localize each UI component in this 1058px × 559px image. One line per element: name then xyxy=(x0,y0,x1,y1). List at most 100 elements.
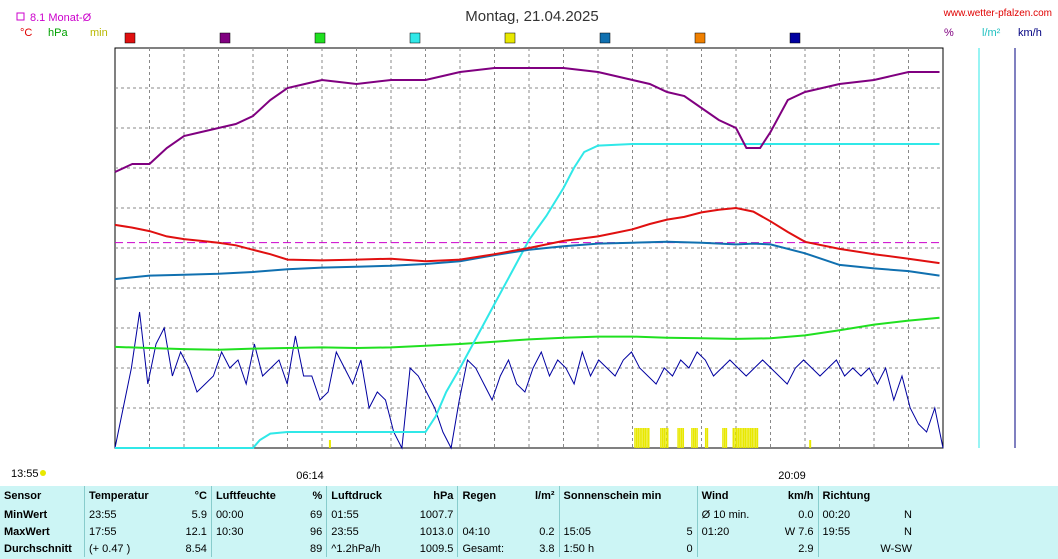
stats-header-temp: Temperatur xyxy=(83,486,173,506)
sunshine-bar xyxy=(751,428,754,448)
sunshine-bar xyxy=(746,428,748,448)
avg-legend-box xyxy=(16,12,25,21)
sunshine-bar xyxy=(732,428,735,448)
legend-swatch xyxy=(219,32,231,44)
unit-press: hPa xyxy=(48,27,68,39)
stats-row-max: MaxWert 17:55 12.1 10:30 96 23:55 1013.0… xyxy=(0,523,916,540)
sunshine-bar xyxy=(648,428,650,448)
stats-cell xyxy=(523,506,559,523)
stats-cell: ^1.2hPa/h xyxy=(326,540,404,557)
stats-header-wind-unit: km/h xyxy=(787,490,814,502)
right-axes xyxy=(978,48,1016,448)
stats-header-rain-unit: l/m² xyxy=(534,490,555,502)
stats-cell: 00:20 xyxy=(817,506,865,523)
sunset-marker xyxy=(809,440,812,448)
stats-cell: 00:00 xyxy=(210,506,300,523)
stats-cell: 69 xyxy=(310,508,323,521)
sunshine-bar xyxy=(682,428,685,448)
sunshine-bar xyxy=(739,428,741,448)
stats-cell: 2.9 xyxy=(798,542,814,555)
stats-cell: 96 xyxy=(310,525,323,538)
stats-cell: 1007.7 xyxy=(419,508,454,521)
sunshine-bar xyxy=(646,428,648,448)
sunshine-bar xyxy=(744,428,747,448)
site-link[interactable]: www.wetter-pfalzen.com xyxy=(943,8,1052,19)
stats-cell xyxy=(696,540,770,557)
stats-cell: 12.1 xyxy=(185,525,207,538)
stats-header-sensor: Sensor xyxy=(4,490,42,502)
stats-cell: W-SW xyxy=(880,542,912,555)
stats-cell: 19:55 xyxy=(817,523,865,540)
legend-swatch xyxy=(694,32,706,44)
stats-cell: 23:55 xyxy=(83,506,173,523)
stats-row-avg: Durchschnitt (+ 0.47 ) 8.54 89 ^1.2hPa/h… xyxy=(0,540,916,557)
stats-cell: 0 xyxy=(686,542,693,555)
stats-cell: 8.54 xyxy=(185,542,207,555)
sunshine-bar xyxy=(706,428,709,448)
stats-header-press-unit: hPa xyxy=(433,490,454,502)
legend-swatch xyxy=(789,32,801,44)
stats-cell: 0.0 xyxy=(798,508,814,521)
sunshine-bar xyxy=(637,428,640,448)
chart-title: Montag, 21.04.2025 xyxy=(465,8,598,25)
sunrise-label: 06:14 xyxy=(296,470,324,482)
sunshine-bar xyxy=(694,428,697,448)
stats-cell xyxy=(457,506,523,523)
legend-swatch xyxy=(314,32,326,44)
sunshine-bar xyxy=(722,428,724,448)
stats-cell xyxy=(817,540,865,557)
stats-cell xyxy=(558,506,660,523)
sunshine-bar xyxy=(754,428,757,448)
stats-header-temp-unit: °C xyxy=(194,490,207,502)
sunshine-bar xyxy=(660,428,662,448)
weather-chart: Montag, 21.04.2025 www.wetter-pfalzen.co… xyxy=(11,8,1052,482)
unit-temp: °C xyxy=(20,27,32,39)
stats-header-hum-unit: % xyxy=(312,490,323,502)
stats-cell: 1009.5 xyxy=(419,542,454,555)
series-line-luftdruck xyxy=(114,316,940,351)
unit-min: min xyxy=(90,27,108,39)
sunshine-bar xyxy=(749,428,752,448)
stats-header-wind: Wind xyxy=(696,486,770,506)
sunshine-bar xyxy=(680,428,683,448)
sunshine-bar xyxy=(691,428,693,448)
stats-cell: 17:55 xyxy=(83,523,173,540)
sunshine-bar xyxy=(753,428,755,448)
sunshine-bar xyxy=(641,428,643,448)
sunshine-bar xyxy=(742,428,745,448)
stats-cell: 1013.0 xyxy=(419,525,454,538)
sunshine-bar xyxy=(635,428,638,448)
series-line-regen xyxy=(115,143,940,449)
stats-cell: N xyxy=(904,525,912,538)
stats-cell: 0.2 xyxy=(539,525,555,538)
stats-cell: 5.9 xyxy=(191,508,207,521)
sunshine-bar xyxy=(741,428,743,448)
sunshine-bar xyxy=(736,428,738,448)
legend-swatch xyxy=(599,32,611,44)
sunshine-bar xyxy=(667,428,669,448)
sunshine-bar xyxy=(748,428,750,448)
legend xyxy=(124,32,801,44)
series-line-luftfeuchte xyxy=(114,67,940,173)
sunshine-bar xyxy=(737,428,740,448)
stats-cell: Ø 10 min. xyxy=(696,506,770,523)
statistics-panel: Sensor Temperatur °C Luftfeuchte % Luftd… xyxy=(0,486,1058,559)
stats-cell: 3.8 xyxy=(539,542,555,555)
stats-cell: 15:05 xyxy=(558,523,660,540)
stats-cell: 04:10 xyxy=(457,523,523,540)
legend-swatch xyxy=(409,32,421,44)
sunshine-bar xyxy=(677,428,679,448)
stats-cell: 01:20 xyxy=(696,523,770,540)
sunshine-bar xyxy=(723,428,726,448)
avg-legend-label: 8.1 Monat-Ø xyxy=(30,12,92,24)
sunshine-bar xyxy=(756,428,759,448)
unit-rain: l/m² xyxy=(982,27,1001,39)
stats-header-row: Sensor Temperatur °C Luftfeuchte % Luftd… xyxy=(0,486,916,506)
stats-row-label: Durchschnitt xyxy=(4,542,72,555)
sunshine-bar xyxy=(661,428,664,448)
unit-pct: % xyxy=(944,27,954,39)
stats-cell xyxy=(210,540,300,557)
sunshine-bar xyxy=(665,428,667,448)
stats-row-label: MinWert xyxy=(4,508,48,521)
series-line-windboeen xyxy=(114,311,944,450)
